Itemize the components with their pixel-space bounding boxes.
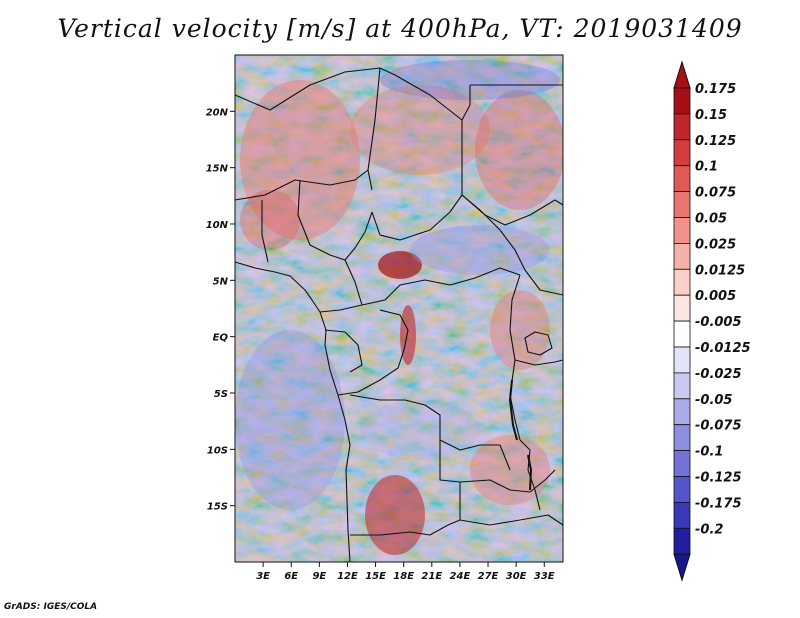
lon-tick-label: 24E <box>450 571 471 582</box>
longitude-axis: 3E 6E 9E 12E 15E 18E 21E 24E 27E 30E 33E <box>256 562 555 582</box>
field-region-upward-chad <box>350 85 490 175</box>
lon-tick-label: 30E <box>506 571 527 582</box>
field-region-downward-car-east <box>410 225 550 275</box>
field-region-upward-sudan <box>475 90 563 210</box>
chart-title: Vertical velocity [m/s] at 400hPa, VT: 2… <box>57 14 743 43</box>
colorbar-segment <box>673 372 691 400</box>
lon-tick-label: 12E <box>337 571 358 582</box>
colorbar-top-cap <box>673 60 691 89</box>
colorbar-segment <box>673 527 691 555</box>
colorbar-segment <box>673 113 691 141</box>
velocity-field <box>235 55 563 562</box>
colorbar-label: -0.2 <box>695 522 723 537</box>
colorbar-label: -0.175 <box>695 496 742 511</box>
border-ss-east <box>499 229 564 296</box>
field-region-upward-west-sahel <box>240 80 360 240</box>
lat-tick-label: 5S <box>214 389 228 400</box>
border-nigeria <box>261 179 373 263</box>
lat-tick-label: 15N <box>206 164 229 175</box>
colorbar-segment <box>673 165 691 192</box>
colorbar-segment <box>673 217 691 244</box>
border-mali-niger <box>234 169 369 201</box>
colorbar-label: 0.05 <box>695 212 727 227</box>
lat-tick-label: 15S <box>207 502 228 513</box>
colorbar-segment <box>673 346 691 374</box>
lon-tick-label: 9E <box>312 571 326 582</box>
colorbar-segment <box>673 476 691 503</box>
border-sudan-ss <box>461 194 564 226</box>
field-region-downward-atlantic <box>235 330 345 510</box>
border-car-south <box>361 267 521 306</box>
lat-tick-label: EQ <box>213 333 229 344</box>
lake-victoria <box>524 331 553 356</box>
lat-tick-label: 10N <box>206 220 229 231</box>
colorbar-label: 0.0125 <box>695 263 745 278</box>
border-niger-chad <box>367 67 381 191</box>
colorbar-label: 0.125 <box>695 134 736 149</box>
colorbar-segment <box>673 424 691 452</box>
colorbar-label: -0.125 <box>695 471 742 486</box>
colorbar-label: 0.15 <box>695 108 727 123</box>
colorbar-label: -0.075 <box>695 419 742 434</box>
lake-malawi <box>527 454 532 491</box>
lat-tick-label: 20N <box>206 107 229 118</box>
colorbar-segment <box>673 191 691 218</box>
colorbar-label: 0.025 <box>695 237 736 252</box>
colorbar-label: -0.1 <box>695 445 723 460</box>
colorbar-label: 0.1 <box>695 160 718 175</box>
field-region-upward-car <box>378 251 422 279</box>
border-congo-drc <box>337 309 409 396</box>
lake-tanganyika <box>509 379 518 441</box>
border-gabon <box>324 329 363 373</box>
lon-tick-label: 18E <box>393 571 414 582</box>
colorbar-label: 0.005 <box>695 289 736 304</box>
colorbar-segment <box>673 450 691 477</box>
colorbar-segment <box>673 87 691 115</box>
colorbar-segment <box>673 398 691 426</box>
country-borders <box>234 67 564 563</box>
field-region-downward-drc-south <box>360 400 480 460</box>
colorbar-segment <box>673 294 691 322</box>
latitude-axis: 20N 15N 10N 5N EQ 5S 10S 15S <box>206 107 235 513</box>
field-region-upward-angola <box>365 475 425 555</box>
colorbar-segment <box>673 242 691 270</box>
colorbar-segment <box>673 139 691 167</box>
grads-credit: GrADS: IGES/COLA <box>4 602 98 612</box>
colorbar-label: -0.005 <box>695 315 742 330</box>
map-frame <box>234 54 564 563</box>
lon-tick-label: 33E <box>534 571 555 582</box>
field-region-upward-nigeria <box>240 190 300 250</box>
lat-tick-label: 10S <box>207 445 228 456</box>
colorbar-segment <box>673 268 691 296</box>
lon-tick-label: 15E <box>365 571 386 582</box>
coastline-west-africa <box>234 261 351 563</box>
field-region-downward-libya <box>380 60 560 100</box>
lon-tick-label: 3E <box>256 571 270 582</box>
colorbar-label: -0.0125 <box>695 341 751 356</box>
colorbar-segment <box>673 320 691 348</box>
lon-tick-label: 21E <box>421 571 442 582</box>
colorbar-label: 0.075 <box>695 186 736 201</box>
colorbar-label: 0.175 <box>695 82 736 97</box>
field-region-upward-lakes <box>490 290 550 370</box>
border-angola-south <box>350 519 461 536</box>
border-zimbabwe <box>459 514 564 526</box>
colorbar-label: -0.025 <box>695 367 742 382</box>
border-zambia <box>459 469 556 493</box>
colorbar-label: -0.05 <box>695 393 732 408</box>
border-malawi <box>519 439 541 511</box>
colorbar-bottom-cap <box>673 553 691 582</box>
border-tanzania <box>514 359 564 366</box>
border-libya-sudan <box>461 85 471 121</box>
border-angola-zambia <box>439 440 461 520</box>
colorbar-segment <box>673 501 691 529</box>
lon-tick-label: 27E <box>478 571 499 582</box>
border-drc-angola <box>349 394 511 471</box>
lat-tick-label: 5N <box>213 276 229 287</box>
lon-tick-label: 6E <box>284 571 298 582</box>
colorbar: 0.175 0.15 0.125 0.1 0.075 0.05 0.025 0.0125 0.0… <box>673 60 751 582</box>
